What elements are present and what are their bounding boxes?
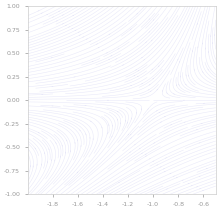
FancyArrowPatch shape	[77, 172, 78, 173]
FancyArrowPatch shape	[134, 75, 135, 76]
FancyArrowPatch shape	[149, 84, 150, 85]
FancyArrowPatch shape	[117, 119, 118, 120]
FancyArrowPatch shape	[202, 190, 204, 191]
FancyArrowPatch shape	[179, 61, 180, 62]
FancyArrowPatch shape	[157, 89, 158, 90]
FancyArrowPatch shape	[152, 69, 153, 70]
FancyArrowPatch shape	[98, 47, 99, 48]
FancyArrowPatch shape	[141, 153, 143, 154]
FancyArrowPatch shape	[148, 89, 149, 90]
FancyArrowPatch shape	[142, 83, 143, 84]
FancyArrowPatch shape	[201, 123, 202, 124]
FancyArrowPatch shape	[137, 13, 138, 14]
FancyArrowPatch shape	[134, 144, 135, 145]
FancyArrowPatch shape	[75, 30, 76, 31]
FancyArrowPatch shape	[159, 112, 160, 113]
FancyArrowPatch shape	[191, 185, 192, 186]
FancyArrowPatch shape	[151, 40, 152, 41]
FancyArrowPatch shape	[92, 61, 93, 62]
FancyArrowPatch shape	[90, 121, 91, 122]
FancyArrowPatch shape	[141, 57, 143, 58]
FancyArrowPatch shape	[73, 15, 74, 16]
FancyArrowPatch shape	[41, 13, 42, 14]
FancyArrowPatch shape	[79, 130, 80, 131]
FancyArrowPatch shape	[197, 23, 198, 24]
FancyArrowPatch shape	[202, 72, 203, 73]
FancyArrowPatch shape	[127, 122, 128, 123]
FancyArrowPatch shape	[137, 76, 138, 77]
FancyArrowPatch shape	[108, 59, 110, 60]
FancyArrowPatch shape	[35, 148, 36, 149]
FancyArrowPatch shape	[139, 148, 140, 149]
FancyArrowPatch shape	[170, 124, 172, 125]
FancyArrowPatch shape	[192, 50, 193, 52]
FancyArrowPatch shape	[146, 42, 147, 43]
FancyArrowPatch shape	[118, 182, 119, 183]
FancyArrowPatch shape	[158, 66, 159, 67]
FancyArrowPatch shape	[111, 55, 112, 56]
FancyArrowPatch shape	[130, 29, 131, 30]
FancyArrowPatch shape	[188, 75, 189, 76]
FancyArrowPatch shape	[176, 85, 177, 86]
FancyArrowPatch shape	[72, 28, 73, 29]
FancyArrowPatch shape	[130, 134, 131, 135]
FancyArrowPatch shape	[200, 188, 201, 189]
FancyArrowPatch shape	[77, 140, 78, 141]
FancyArrowPatch shape	[164, 171, 165, 172]
FancyArrowPatch shape	[206, 168, 207, 169]
FancyArrowPatch shape	[66, 140, 67, 141]
FancyArrowPatch shape	[176, 177, 177, 178]
FancyArrowPatch shape	[130, 138, 131, 139]
FancyArrowPatch shape	[130, 85, 132, 86]
FancyArrowPatch shape	[208, 69, 209, 70]
FancyArrowPatch shape	[128, 134, 129, 135]
FancyArrowPatch shape	[164, 116, 165, 117]
FancyArrowPatch shape	[47, 14, 48, 15]
FancyArrowPatch shape	[90, 41, 91, 42]
FancyArrowPatch shape	[185, 84, 186, 85]
FancyArrowPatch shape	[130, 152, 131, 153]
FancyArrowPatch shape	[109, 34, 110, 35]
FancyArrowPatch shape	[44, 153, 45, 154]
FancyArrowPatch shape	[59, 11, 60, 12]
FancyArrowPatch shape	[145, 156, 147, 157]
FancyArrowPatch shape	[188, 183, 189, 184]
FancyArrowPatch shape	[150, 91, 151, 92]
FancyArrowPatch shape	[170, 173, 171, 174]
FancyArrowPatch shape	[149, 158, 150, 159]
FancyArrowPatch shape	[153, 78, 154, 79]
FancyArrowPatch shape	[131, 118, 132, 119]
FancyArrowPatch shape	[65, 25, 66, 26]
FancyArrowPatch shape	[117, 111, 118, 112]
FancyArrowPatch shape	[138, 70, 139, 71]
